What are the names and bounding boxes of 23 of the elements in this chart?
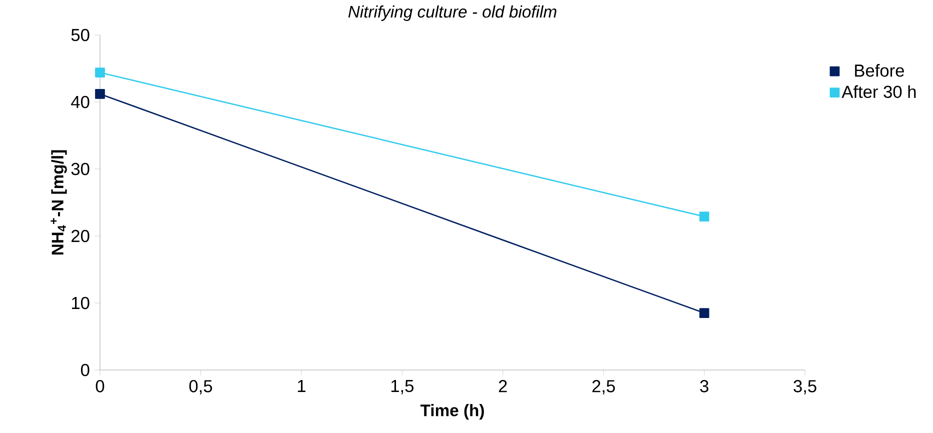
y-tick-label: 10 [72, 296, 90, 310]
point [95, 68, 105, 78]
y-tick-label: 50 [71, 28, 90, 42]
point [699, 212, 710, 222]
x-tick-label: 0,5 [189, 380, 212, 394]
y-axis-title: NH$_{4}$$^{+}$-N [mg/l] [50, 150, 67, 255]
x-axis-title: Time (h) [420, 404, 484, 420]
x-tick-label: 1 [298, 380, 306, 392]
x-tick-label: 2,5 [592, 380, 615, 394]
x-tick-label: 1,5 [391, 380, 414, 394]
point [95, 89, 105, 99]
x-tick-label: 3,5 [794, 380, 816, 394]
x-tick-label: 3 [700, 380, 708, 392]
y-tick-label: 40 [71, 96, 90, 108]
y-tick-label: 0 [80, 364, 90, 376]
point [699, 308, 710, 318]
chart-title: Nitrifying culture - old biofilm [348, 5, 556, 21]
y-tick-label: 20 [72, 230, 90, 242]
legend-label: After 30 h [842, 85, 916, 98]
legend-label: Before [855, 64, 904, 77]
x-tick-label: 0 [96, 380, 104, 392]
x-tick-label: 2 [498, 380, 507, 392]
y-tick-label: 30 [71, 162, 90, 176]
